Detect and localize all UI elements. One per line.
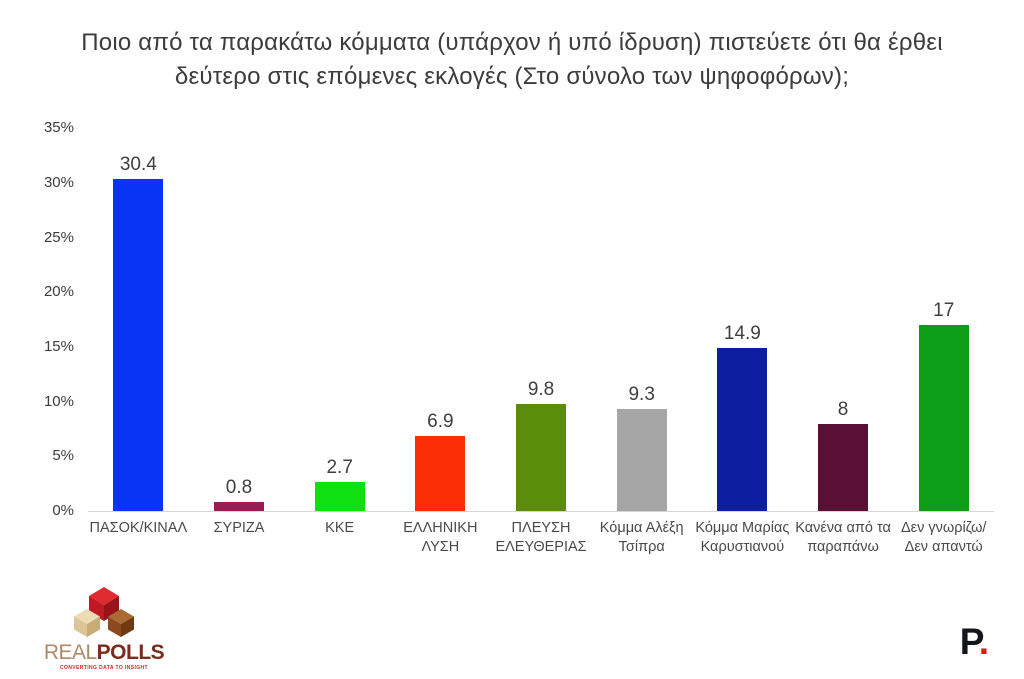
y-tick-label: 25% xyxy=(43,228,74,246)
bar-column: 8 xyxy=(793,399,894,512)
chart-title: Ποιο από τα παρακάτω κόμματα (υπάρχον ή … xyxy=(81,29,943,91)
bar-value-label: 14.9 xyxy=(723,323,761,345)
bar-7 xyxy=(717,348,768,512)
y-tick-label: 35% xyxy=(43,119,74,137)
bar-5 xyxy=(516,403,567,512)
bar-chart: 35% 30% 25% 20% 15% 10% 5% 0% 30.4 0.8 2.7 6.9 9.8 9… xyxy=(26,119,994,557)
p-logo-dot: . xyxy=(978,621,989,662)
x-axis-label: Δεν γνωρίζω/Δεν απαντώ xyxy=(900,520,987,555)
bar-column: 0.8 xyxy=(189,477,290,512)
x-axis-labels: ΠΑΣΟΚ/ΚΙΝΑΛ ΣΥΡΙΖΑ ΚΚΕ ΕΛΛΗΝΙΚΗ ΛΥΣΗ ΠΛΕΥΣΗ ΕΛ… xyxy=(88,519,994,557)
x-axis-label: Κανένα από τα παραπάνω xyxy=(795,520,891,555)
p-logo: P. xyxy=(959,621,989,663)
bar-value-label: 30.4 xyxy=(119,153,157,175)
x-axis-label: ΠΑΣΟΚ/ΚΙΝΑΛ xyxy=(89,520,188,537)
realpolls-cubes-icon xyxy=(74,587,134,637)
bar-8 xyxy=(818,423,869,512)
x-axis-label: ΕΛΛΗΝΙΚΗ ΛΥΣΗ xyxy=(403,520,478,555)
bar-3 xyxy=(314,481,365,512)
bar-9 xyxy=(918,325,969,512)
bar-2 xyxy=(214,502,264,512)
y-tick-label: 20% xyxy=(43,283,74,301)
y-tick-label: 5% xyxy=(52,447,74,465)
plot-area: 30.4 0.8 2.7 6.9 9.8 9.3 14.9 8 17 xyxy=(88,128,994,513)
bar-value-label: 0.8 xyxy=(225,477,253,499)
bar-value-label: 2.7 xyxy=(326,456,353,478)
bar-column: 14.9 xyxy=(692,323,793,512)
bar-1 xyxy=(113,178,164,512)
p-logo-letter: P xyxy=(959,621,980,662)
bar-column: 9.3 xyxy=(591,384,692,512)
y-tick-label: 0% xyxy=(52,502,74,520)
realpolls-logo: REALPOLLS CONVERTING DATA TO INSIGHT xyxy=(44,586,165,671)
bar-value-label: 8 xyxy=(837,398,849,420)
bar-column: 17 xyxy=(893,300,994,512)
x-axis-label: ΣΥΡΙΖΑ xyxy=(213,520,265,537)
realpolls-tagline: CONVERTING DATA TO INSIGHT xyxy=(60,665,148,671)
y-tick-label: 30% xyxy=(43,173,74,191)
bar-column: 6.9 xyxy=(390,411,491,512)
y-tick-label: 15% xyxy=(43,338,74,355)
y-axis: 35% 30% 25% 20% 15% 10% 5% 0% xyxy=(26,119,88,519)
bar-6 xyxy=(616,409,667,512)
x-axis-label: ΠΛΕΥΣΗ ΕΛΕΥΘΕΡΙΑΣ xyxy=(495,520,587,555)
x-axis-label: Κόμμα Αλέξη Τσίπρα xyxy=(599,520,684,555)
bar-column: 2.7 xyxy=(289,457,390,512)
bar-value-label: 17 xyxy=(933,300,955,322)
bar-column: 9.8 xyxy=(491,378,592,512)
bar-value-label: 9.8 xyxy=(527,378,555,400)
y-tick-label: 10% xyxy=(43,392,74,410)
bar-value-label: 6.9 xyxy=(427,410,454,432)
bar-4 xyxy=(415,435,466,512)
bar-value-label: 9.3 xyxy=(628,384,655,406)
x-axis-label: Κόμμα Μαρίας Καρυστιανού xyxy=(695,520,790,555)
x-axis-label: ΚΚΕ xyxy=(325,520,355,537)
bar-column: 30.4 xyxy=(88,154,189,512)
